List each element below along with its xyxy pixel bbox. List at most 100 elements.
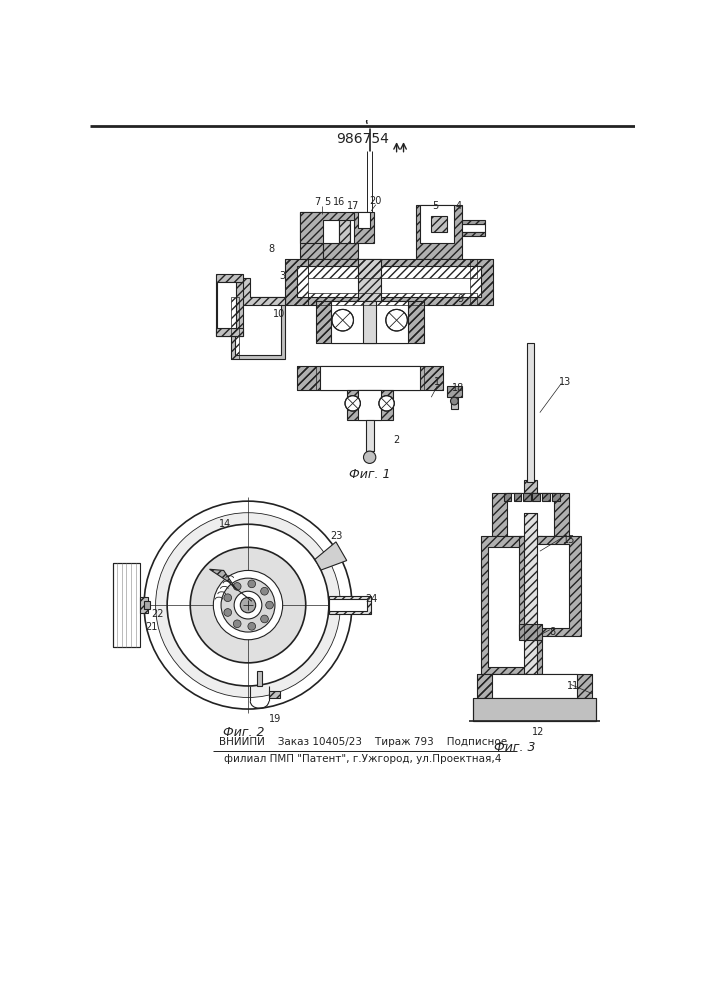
Bar [257, 671, 262, 686]
Text: 10: 10 [273, 309, 285, 319]
Bar [331, 301, 408, 343]
Text: 4: 4 [455, 201, 461, 211]
Text: Фиг. 1: Фиг. 1 [349, 468, 390, 481]
Bar [542, 493, 550, 501]
Text: 11: 11 [567, 681, 579, 691]
Bar [447, 386, 462, 397]
Bar [527, 544, 569, 628]
Bar [296, 366, 316, 389]
Bar [235, 301, 281, 355]
Bar [363, 301, 376, 343]
Text: 16: 16 [333, 197, 345, 207]
Bar [431, 216, 447, 232]
Bar [508, 493, 554, 536]
Circle shape [248, 622, 256, 630]
Text: 14: 14 [218, 519, 231, 529]
Bar [300, 212, 358, 243]
Bar [552, 493, 560, 501]
Bar [285, 259, 308, 305]
Circle shape [386, 309, 407, 331]
Bar [492, 493, 569, 536]
Bar [296, 366, 443, 389]
Bar [216, 282, 243, 336]
Bar [489, 547, 530, 667]
Bar [329, 596, 371, 614]
Text: 22: 22 [151, 609, 163, 619]
Bar [308, 293, 477, 305]
Text: 9: 9 [457, 294, 464, 304]
Bar [316, 301, 331, 343]
Circle shape [248, 580, 256, 588]
Text: 21: 21 [146, 622, 158, 632]
Bar [477, 674, 592, 698]
Bar [316, 301, 423, 343]
Text: 13: 13 [559, 377, 571, 387]
Bar [217, 282, 236, 328]
Text: 20: 20 [370, 196, 382, 206]
Bar [514, 493, 521, 501]
Bar [469, 259, 493, 305]
Polygon shape [209, 569, 236, 590]
Bar [358, 212, 370, 228]
Bar [473, 698, 596, 721]
Circle shape [450, 397, 458, 405]
Circle shape [233, 583, 241, 590]
Bar [503, 493, 511, 501]
Bar [525, 480, 537, 493]
Bar [269, 691, 281, 698]
Bar [339, 220, 351, 243]
Bar [300, 212, 324, 259]
Bar [523, 493, 530, 501]
Circle shape [266, 601, 274, 609]
Circle shape [379, 396, 395, 411]
Bar [231, 297, 239, 359]
Text: 8: 8 [549, 627, 555, 637]
Text: 8: 8 [268, 244, 274, 254]
Bar [477, 674, 492, 698]
Bar [423, 366, 443, 389]
Circle shape [345, 396, 361, 411]
Bar [366, 420, 373, 451]
Circle shape [224, 594, 232, 602]
Text: 24: 24 [365, 594, 378, 604]
Bar [408, 301, 423, 343]
Bar [527, 343, 534, 482]
Text: 7: 7 [314, 197, 320, 207]
Bar [358, 390, 381, 420]
Bar [144, 601, 150, 609]
Text: 1: 1 [434, 377, 440, 387]
Bar [358, 259, 381, 305]
Text: 2: 2 [394, 435, 399, 445]
Circle shape [190, 547, 305, 663]
Bar [324, 243, 358, 259]
Circle shape [224, 609, 232, 616]
Bar [320, 366, 420, 389]
Circle shape [221, 578, 275, 632]
Circle shape [167, 524, 329, 686]
Bar [481, 536, 542, 674]
Bar [216, 328, 243, 336]
Text: 17: 17 [346, 201, 359, 211]
Text: Фиг. 3: Фиг. 3 [494, 741, 536, 754]
Bar [462, 220, 485, 224]
Circle shape [261, 587, 269, 595]
Polygon shape [239, 278, 285, 305]
Bar [354, 212, 373, 243]
Circle shape [214, 570, 283, 640]
Text: 986754: 986754 [337, 132, 389, 146]
Bar [519, 536, 580, 636]
Text: 12: 12 [532, 727, 544, 737]
Bar [519, 624, 542, 640]
Text: 18: 18 [452, 383, 464, 393]
Text: 5: 5 [325, 197, 330, 207]
Bar [462, 232, 485, 235]
Bar [140, 597, 148, 613]
Bar [420, 205, 455, 243]
Circle shape [156, 513, 340, 698]
Circle shape [261, 615, 269, 623]
Circle shape [144, 501, 352, 709]
Bar [525, 513, 537, 674]
Circle shape [363, 451, 376, 463]
Text: 23: 23 [330, 531, 343, 541]
Bar [416, 205, 462, 259]
